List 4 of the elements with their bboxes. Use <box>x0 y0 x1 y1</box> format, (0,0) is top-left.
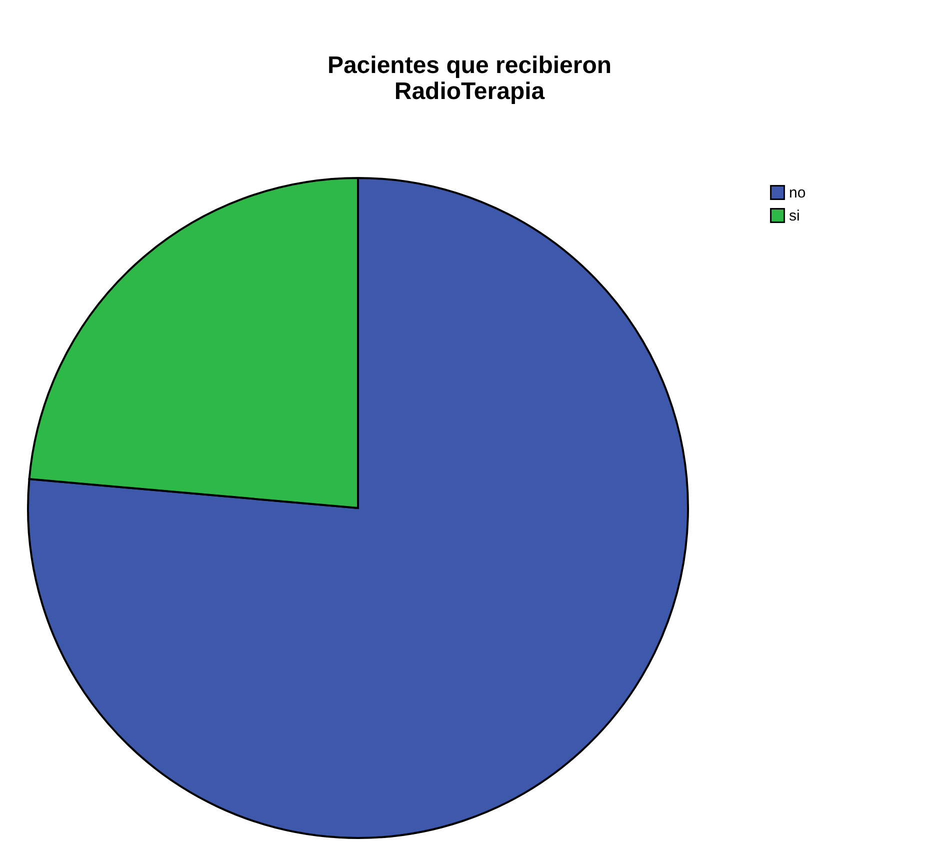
chart-title: Pacientes que recibieron RadioTerapia <box>327 52 612 105</box>
legend-label: si <box>789 208 800 224</box>
legend-label: no <box>789 184 806 202</box>
pie-slice <box>27 177 689 839</box>
